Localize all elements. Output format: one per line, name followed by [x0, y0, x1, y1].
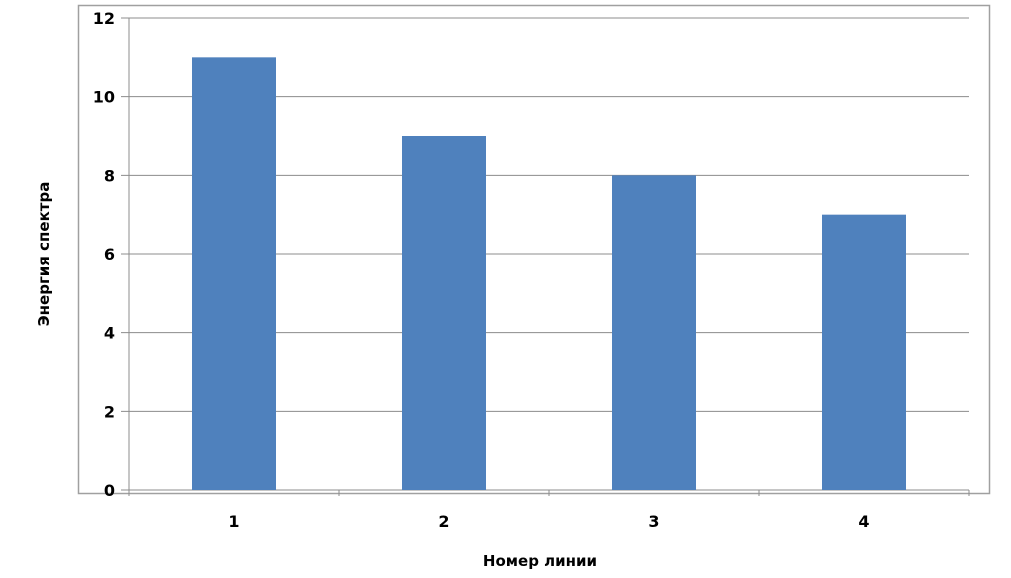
x-tick-label: 4	[858, 512, 869, 531]
bar-2	[402, 136, 486, 490]
y-tick-label: 0	[104, 481, 115, 500]
x-tick-label: 3	[648, 512, 659, 531]
bar-1	[192, 57, 276, 490]
y-tick-label: 4	[104, 324, 115, 343]
x-axis-label: Номер линии	[483, 552, 597, 570]
y-tick-label: 2	[104, 402, 115, 421]
y-tick-label: 12	[93, 9, 115, 28]
y-axis-label: Энергия спектра	[35, 182, 53, 327]
x-tick-label: 2	[438, 512, 449, 531]
y-tick-label: 6	[104, 245, 115, 264]
bar-4	[822, 214, 906, 490]
y-tick-label: 8	[104, 166, 115, 185]
y-tick-label: 10	[93, 88, 115, 107]
bar-3	[612, 175, 696, 491]
x-tick-label: 1	[228, 512, 239, 531]
